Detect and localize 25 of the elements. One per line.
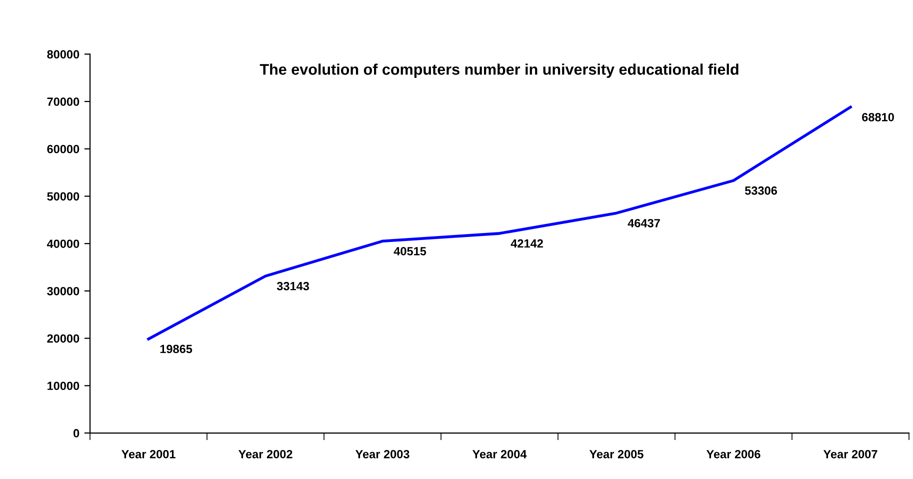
line-series [147, 106, 852, 340]
data-label: 40515 [394, 247, 426, 256]
y-tick-label: 20000 [47, 334, 80, 343]
data-label: 46437 [628, 218, 660, 228]
y-tick-label: 10000 [48, 382, 80, 390]
data-label: 33143 [276, 282, 310, 290]
data-label: 53306 [744, 186, 778, 195]
data-label: 68810 [862, 112, 894, 122]
x-tick-label: Year 2001 [121, 450, 176, 458]
x-tick-label: Year 2003 [355, 450, 410, 458]
y-tick-label: 60000 [47, 144, 80, 154]
y-tick-label: 40000 [46, 240, 80, 248]
x-tick-label: Year 2007 [823, 450, 878, 458]
y-tick-label: 80000 [47, 50, 80, 59]
x-tick-label: Year 2004 [472, 450, 527, 458]
y-tick-label: 70000 [47, 98, 80, 106]
x-tick-label: Year 2002 [238, 450, 292, 458]
y-tick-label: 50000 [47, 192, 80, 201]
x-tick-label: Year 2005 [589, 450, 644, 458]
text: The evolution of computers number in university educational field [260, 64, 738, 78]
y-tick-label: 30000 [47, 286, 80, 296]
data-label: 19865 [160, 344, 192, 354]
y-tick-label: 0 [74, 429, 80, 438]
x-tick-label: Year 2006 [706, 450, 760, 458]
data-label: 42142 [510, 239, 543, 248]
